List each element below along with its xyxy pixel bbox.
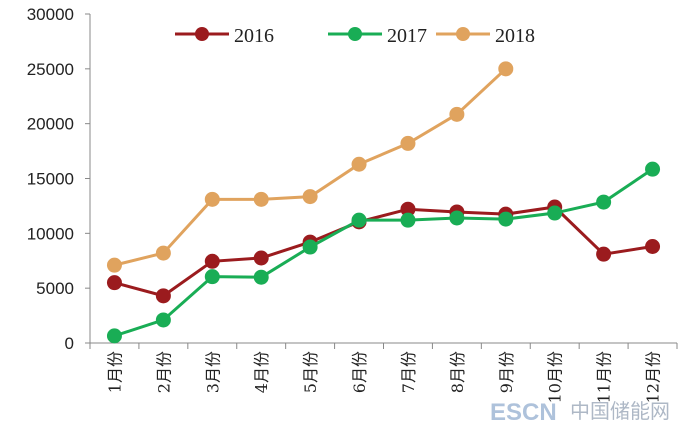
legend-item-2018: 2018 <box>436 25 535 47</box>
watermark-text: 中国储能网 <box>570 399 670 423</box>
legend-marker <box>456 27 470 41</box>
data-point <box>106 328 122 344</box>
data-point <box>498 61 514 77</box>
data-point <box>253 250 269 266</box>
y-tick-label: 25000 <box>27 60 74 79</box>
x-tick-label: 12月份 <box>644 351 663 403</box>
y-tick-label: 10000 <box>27 224 74 243</box>
series-2016 <box>106 199 661 304</box>
legend-item-2017: 2017 <box>328 25 427 47</box>
data-point <box>253 269 269 285</box>
x-tick-label: 7月份 <box>399 351 418 393</box>
data-point <box>155 245 171 261</box>
y-tick-label: 15000 <box>27 170 74 189</box>
data-point <box>498 211 514 227</box>
data-point <box>400 135 416 151</box>
y-tick-label: 30000 <box>27 5 74 24</box>
data-point <box>645 238 661 254</box>
legend-item-2016: 2016 <box>175 25 274 47</box>
y-tick-label: 20000 <box>27 115 74 134</box>
legend-label: 2017 <box>387 25 427 47</box>
data-point <box>400 201 416 217</box>
watermark-brand: ESCN <box>490 399 557 426</box>
x-tick-label: 10月份 <box>546 351 565 403</box>
data-point <box>106 275 122 291</box>
y-tick-label: 5000 <box>36 279 74 298</box>
data-point <box>596 194 612 210</box>
x-tick-label: 3月份 <box>203 351 222 393</box>
data-point <box>204 191 220 207</box>
x-tick-label: 1月份 <box>105 351 124 393</box>
data-point <box>302 189 318 205</box>
x-tick-label: 11月份 <box>595 351 614 403</box>
series-line <box>113 167 654 338</box>
data-point <box>400 212 416 228</box>
legend-marker <box>348 27 362 41</box>
data-point <box>645 161 661 177</box>
data-point <box>155 288 171 304</box>
legend-label: 2018 <box>495 25 535 47</box>
x-tick-label: 6月份 <box>350 351 369 393</box>
data-point <box>106 257 122 273</box>
x-tick-label: 4月份 <box>252 351 271 393</box>
data-point <box>449 210 465 226</box>
data-point <box>449 106 465 122</box>
x-tick-label: 2月份 <box>154 351 173 393</box>
legend-label: 2016 <box>234 25 274 47</box>
data-point <box>351 156 367 172</box>
x-tick-label: 9月份 <box>497 351 516 393</box>
data-point <box>253 191 269 207</box>
data-point <box>547 205 563 221</box>
y-tick-label: 0 <box>65 334 74 353</box>
series-2017 <box>106 161 661 344</box>
series-2018 <box>106 61 514 273</box>
legend-marker <box>195 27 209 41</box>
data-point <box>302 239 318 255</box>
data-point <box>596 246 612 262</box>
data-point <box>155 312 171 328</box>
data-point <box>204 269 220 285</box>
data-point <box>351 212 367 228</box>
x-tick-label: 5月份 <box>301 351 320 393</box>
series-line <box>114 205 653 298</box>
x-tick-label: 8月份 <box>448 351 467 393</box>
data-point <box>204 253 220 269</box>
watermark: ESCN 中国储能网 <box>490 399 670 426</box>
